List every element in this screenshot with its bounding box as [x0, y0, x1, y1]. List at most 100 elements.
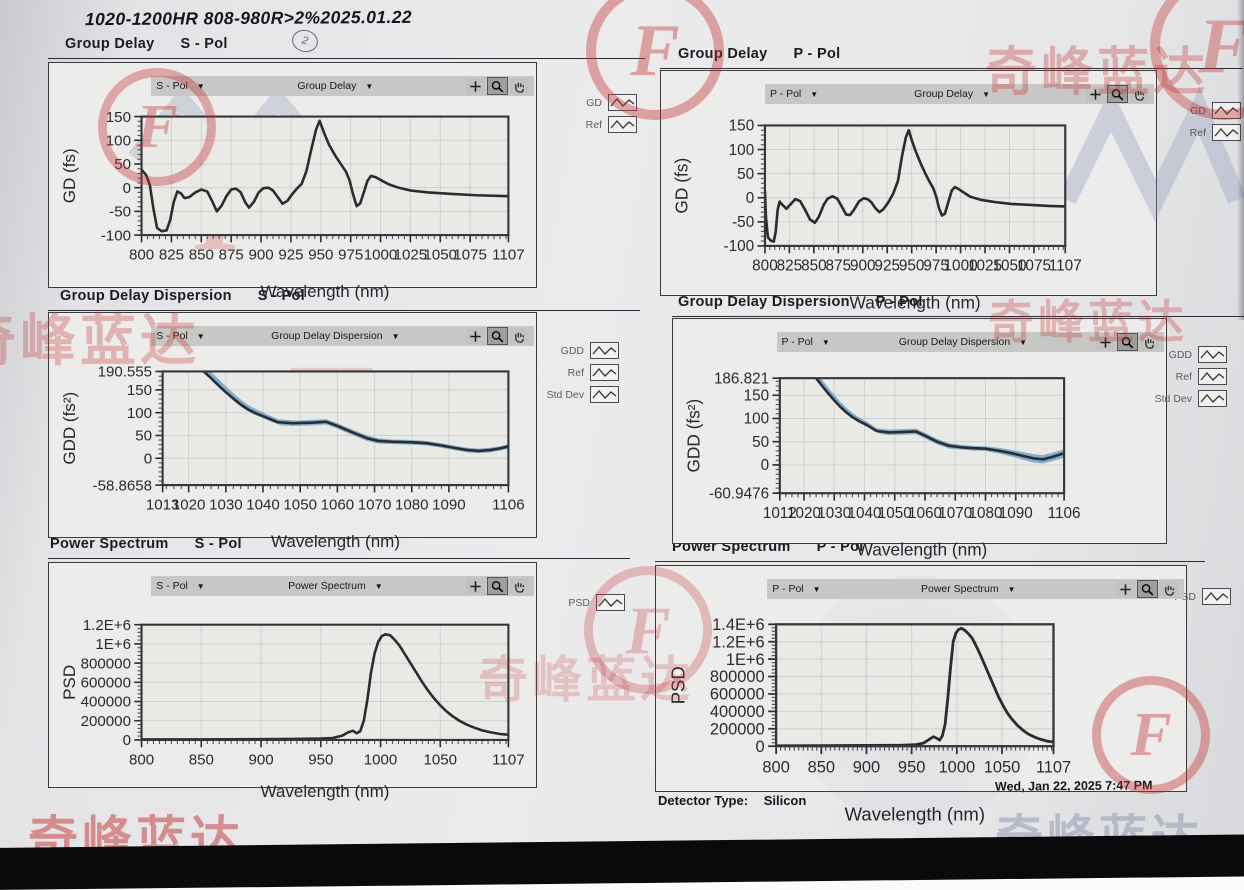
zoom-tool-button[interactable]: [1137, 580, 1158, 598]
chart-panel-gd-p: P - Pol ▼ Group Delay ▼ 800 825 850 875 900 925…: [660, 70, 1157, 313]
graph-tools: [465, 77, 529, 95]
plot-type-dropdown[interactable]: Group Delay ▼: [297, 80, 374, 92]
svg-text:1107: 1107: [1036, 759, 1071, 777]
plot-type-dropdown[interactable]: Power Spectrum ▼: [288, 580, 383, 592]
zoom-tool-button[interactable]: [1107, 85, 1128, 103]
legend: GDD Ref Std Dev: [1146, 346, 1227, 412]
svg-text:1050: 1050: [878, 505, 912, 522]
svg-text:1050: 1050: [424, 751, 458, 768]
svg-text:1030: 1030: [817, 505, 851, 522]
svg-text:190.555: 190.555: [98, 364, 153, 381]
svg-text:50: 50: [114, 156, 131, 173]
svg-text:825: 825: [777, 258, 803, 275]
svg-text:1012: 1012: [763, 505, 797, 522]
plot-type-dropdown[interactable]: Group Delay ▼: [914, 88, 991, 100]
svg-text:1070: 1070: [358, 496, 392, 513]
pol-dropdown[interactable]: S - Pol ▼: [156, 80, 205, 92]
svg-text:1075: 1075: [453, 246, 487, 263]
graph-toolbar: P - Pol ▼ Power Spectrum ▼: [767, 579, 1184, 599]
graph-tools: [1096, 333, 1159, 351]
svg-text:-50: -50: [732, 214, 754, 231]
svg-text:850: 850: [801, 258, 827, 275]
page-title: 1020-1200HR 808-980R>2%2025.01.22: [84, 6, 413, 30]
pol-dropdown[interactable]: S - Pol ▼: [156, 580, 205, 592]
svg-text:-60.9476: -60.9476: [709, 485, 769, 502]
svg-text:1107: 1107: [492, 246, 524, 263]
svg-text:1E+6: 1E+6: [726, 651, 765, 669]
chart-panel-gd-s: S - Pol ▼ Group Delay ▼ 800 825 850 875 900 925…: [48, 62, 537, 301]
pan-tool-button[interactable]: [510, 578, 529, 594]
legend-item: Ref: [1146, 368, 1227, 385]
legend-line-icon: [1212, 102, 1241, 119]
svg-text:900: 900: [248, 246, 273, 263]
crosshair-tool-button[interactable]: [1086, 86, 1105, 102]
chevron-down-icon: ▼: [1019, 337, 1028, 347]
legend-item: PSD: [544, 594, 625, 611]
legend-line-icon: [1212, 124, 1241, 141]
svg-text:150: 150: [106, 109, 131, 126]
zoom-tool-button[interactable]: [487, 577, 508, 595]
svg-text:1060: 1060: [908, 505, 942, 522]
pol-dropdown[interactable]: S - Pol ▼: [156, 330, 205, 342]
svg-text:400000: 400000: [81, 694, 131, 711]
pol-dropdown[interactable]: P - Pol ▼: [769, 88, 819, 100]
pan-tool-button[interactable]: [510, 328, 529, 344]
svg-text:150: 150: [729, 118, 755, 135]
chevron-down-icon: ▼: [1007, 584, 1016, 594]
svg-text:950: 950: [899, 258, 925, 275]
legend-line-icon: [590, 342, 619, 359]
chevron-down-icon: ▼: [391, 331, 400, 341]
zoom-tool-button[interactable]: [487, 327, 508, 345]
svg-text:800: 800: [129, 246, 154, 263]
legend: GD Ref: [1160, 102, 1241, 146]
svg-text:PSD: PSD: [667, 666, 688, 704]
zoom-tool-button[interactable]: [1117, 333, 1138, 351]
legend: GDD Ref Std Dev: [538, 342, 619, 408]
pan-tool-button[interactable]: [1140, 334, 1159, 350]
svg-text:GDD (fs²): GDD (fs²): [60, 392, 79, 465]
legend-line-icon: [1198, 346, 1227, 363]
svg-text:1107: 1107: [492, 751, 524, 768]
svg-text:1107: 1107: [1049, 258, 1082, 275]
svg-text:1106: 1106: [1048, 505, 1081, 522]
legend-line-icon: [590, 386, 619, 403]
pol-dropdown[interactable]: P - Pol ▼: [772, 583, 821, 595]
photo-edge: [1237, 0, 1244, 320]
crosshair-tool-button[interactable]: [466, 578, 485, 594]
plot-type-dropdown[interactable]: Group Delay Dispersion ▼: [271, 330, 400, 342]
svg-text:0: 0: [756, 738, 765, 756]
legend-item: GDD: [538, 342, 619, 359]
graph-toolbar: S - Pol ▼ Group Delay Dispersion ▼: [151, 326, 534, 346]
zoom-tool-button[interactable]: [486, 77, 508, 95]
graph-toolbar: S - Pol ▼ Power Spectrum ▼: [151, 576, 534, 596]
section-heading: Group Delay Dispersion S - Pol: [48, 288, 640, 311]
plot-type-dropdown[interactable]: Power Spectrum ▼: [921, 583, 1016, 595]
crosshair-tool-button[interactable]: [1096, 334, 1115, 350]
svg-text:1000: 1000: [364, 751, 398, 768]
svg-text:1020: 1020: [172, 496, 206, 513]
crosshair-tool-button[interactable]: [466, 328, 485, 344]
svg-text:975: 975: [923, 258, 949, 275]
svg-text:1040: 1040: [246, 496, 280, 513]
plot-type-dropdown[interactable]: Group Delay Dispersion ▼: [898, 336, 1028, 348]
graph-tools: [1086, 85, 1149, 103]
svg-text:850: 850: [808, 759, 835, 777]
pan-tool-button[interactable]: [1130, 86, 1149, 102]
svg-text:1050: 1050: [424, 246, 458, 263]
svg-text:Wavelength (nm): Wavelength (nm): [845, 803, 985, 824]
section-heading: Group Delay P - Pol: [660, 46, 1243, 69]
graph-toolbar: P - Pol ▼ Group Delay ▼: [764, 84, 1154, 104]
svg-text:1075: 1075: [1017, 258, 1051, 275]
chart-panel-gdd-s: S - Pol ▼ Group Delay Dispersion ▼ 1013 102…: [48, 312, 537, 551]
svg-text:50: 50: [135, 428, 152, 445]
legend-line-icon: [596, 594, 625, 611]
pan-tool-button[interactable]: [1160, 581, 1179, 597]
svg-text:Wavelength (nm): Wavelength (nm): [857, 540, 988, 560]
pol-dropdown[interactable]: P - Pol ▼: [781, 336, 830, 348]
pan-tool-button[interactable]: [509, 78, 529, 94]
crosshair-tool-button[interactable]: [1116, 581, 1135, 597]
svg-text:1020: 1020: [787, 505, 821, 522]
crosshair-tool-button[interactable]: [465, 78, 485, 94]
